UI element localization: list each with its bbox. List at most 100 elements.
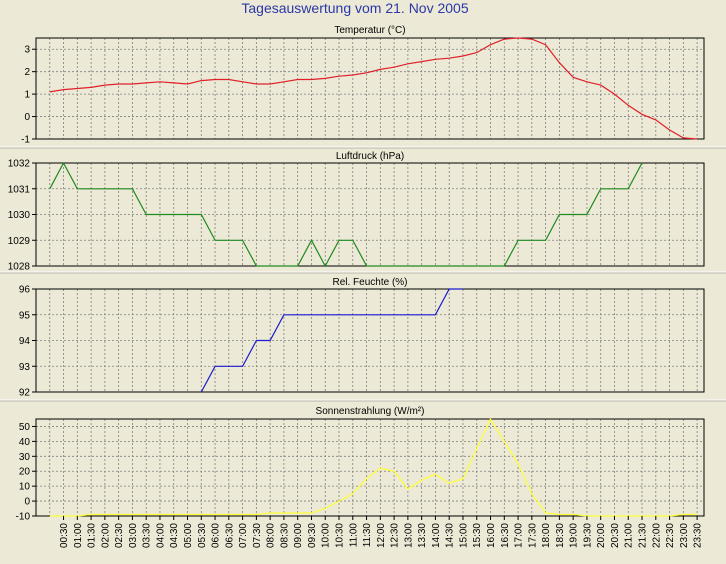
data-point: [159, 514, 160, 515]
x-tick-label: 05:00: [183, 523, 194, 548]
data-point: [641, 162, 642, 163]
y-tick-label: 50: [19, 422, 31, 433]
data-point: [118, 188, 119, 189]
y-tick-label: -10: [16, 512, 31, 523]
x-tick-label: 20:00: [596, 523, 607, 548]
data-point: [531, 39, 532, 40]
x-tick-label: 11:00: [348, 523, 359, 548]
x-tick-label: 21:00: [624, 523, 635, 548]
y-tick-label: 1028: [8, 262, 31, 273]
data-point: [91, 514, 92, 515]
data-point: [380, 69, 381, 70]
data-point: [476, 52, 477, 53]
x-tick-label: 22:00: [651, 523, 662, 548]
data-point: [449, 265, 450, 266]
panel-title: Temperatur (°C): [334, 25, 405, 36]
x-tick-label: 17:00: [514, 523, 525, 548]
data-point: [283, 265, 284, 266]
x-tick-label: 18:00: [541, 523, 552, 548]
data-point: [352, 240, 353, 241]
data-point: [435, 265, 436, 266]
data-point: [518, 37, 519, 38]
data-point: [559, 514, 560, 515]
y-tick-label: 95: [19, 310, 31, 321]
x-tick-label: 00:30: [59, 523, 70, 548]
data-point: [297, 79, 298, 80]
data-point: [435, 474, 436, 475]
data-point: [104, 85, 105, 86]
data-point: [573, 514, 574, 515]
x-tick-label: 10:00: [321, 523, 332, 548]
data-point: [504, 441, 505, 442]
data-point: [573, 77, 574, 78]
data-point: [187, 214, 188, 215]
data-point: [215, 240, 216, 241]
plot-frame: [35, 418, 705, 517]
x-tick-label: 21:30: [638, 523, 649, 548]
y-tick-label: 10: [19, 482, 31, 493]
data-point: [146, 514, 147, 515]
data-point: [63, 162, 64, 163]
x-tick-label: 20:30: [610, 523, 621, 548]
data-point: [421, 314, 422, 315]
data-point: [394, 265, 395, 266]
data-point: [462, 265, 463, 266]
x-tick-label: 23:00: [679, 523, 690, 548]
x-tick-label: 11:30: [362, 523, 373, 548]
data-point: [421, 480, 422, 481]
data-point: [132, 83, 133, 84]
data-point: [159, 81, 160, 82]
data-point: [215, 79, 216, 80]
x-tick-label: 08:30: [279, 523, 290, 548]
y-tick-label: -1: [21, 135, 30, 146]
data-point: [132, 514, 133, 515]
data-point: [366, 265, 367, 266]
y-tick-label: 1031: [8, 184, 31, 195]
data-point: [449, 58, 450, 59]
data-point: [683, 514, 684, 515]
data-point: [270, 340, 271, 341]
data-point: [49, 515, 50, 516]
x-tick-label: 09:30: [307, 523, 318, 548]
data-point: [352, 314, 353, 315]
data-point: [228, 514, 229, 515]
data-point: [518, 240, 519, 241]
data-point: [394, 67, 395, 68]
data-point: [614, 94, 615, 95]
data-point: [49, 188, 50, 189]
x-tick-label: 14:30: [445, 523, 456, 548]
x-tick-label: 06:00: [211, 523, 222, 548]
data-point: [559, 214, 560, 215]
data-point: [697, 514, 698, 515]
data-point: [256, 340, 257, 341]
data-point: [283, 512, 284, 513]
data-point: [242, 366, 243, 367]
data-point: [407, 489, 408, 490]
y-tick-label: 94: [19, 336, 31, 347]
panel-4: Sonnenstrahlung (W/m²) -10 0 10 20 30 40 50: [16, 406, 705, 523]
data-point: [159, 214, 160, 215]
data-point: [297, 265, 298, 266]
x-tick-label: 10:30: [335, 523, 346, 548]
x-tick-label: 04:00: [156, 523, 167, 548]
data-point: [366, 314, 367, 315]
data-point: [504, 39, 505, 40]
data-point: [77, 188, 78, 189]
data-point: [63, 89, 64, 90]
data-point: [407, 314, 408, 315]
y-tick-label: 1032: [8, 159, 31, 170]
x-tick-label: 01:30: [87, 523, 98, 548]
data-point: [573, 214, 574, 215]
time-axis: 00:30 01:00 01:30 02:00 02:30 03:00 03:30 04:00…: [59, 516, 704, 548]
series-line: [49, 418, 698, 517]
y-tick-label: 2: [24, 67, 30, 78]
data-point: [77, 88, 78, 89]
data-point: [338, 314, 339, 315]
y-tick-label: 1030: [8, 210, 31, 221]
data-point: [476, 448, 477, 449]
data-point: [118, 514, 119, 515]
data-point: [256, 265, 257, 266]
data-point: [600, 188, 601, 189]
data-point: [421, 61, 422, 62]
data-point: [104, 514, 105, 515]
